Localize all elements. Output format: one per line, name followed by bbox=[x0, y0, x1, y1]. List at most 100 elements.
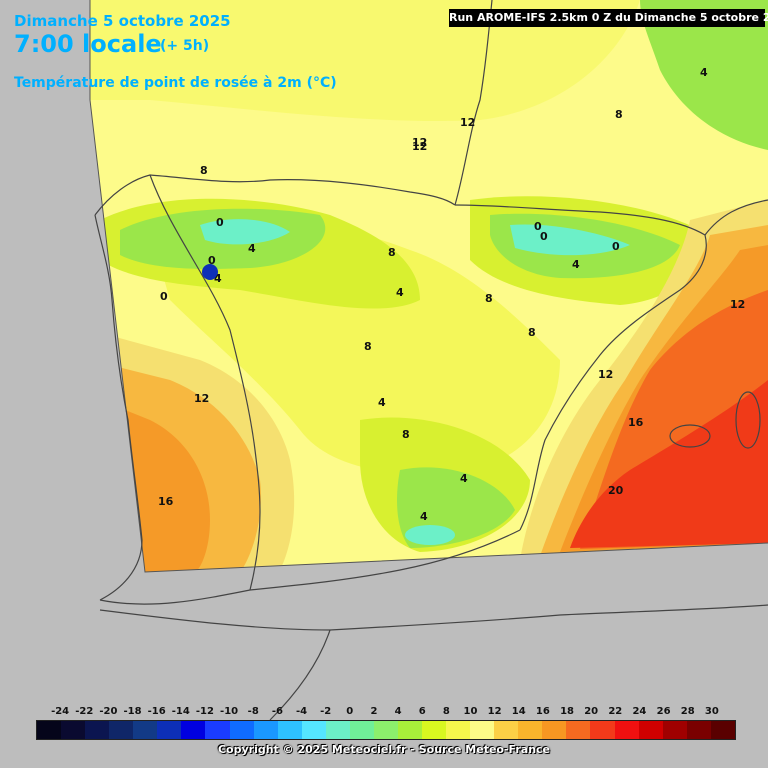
legend-swatch bbox=[422, 721, 447, 739]
legend-tick-label: 18 bbox=[560, 706, 574, 717]
legend-swatch bbox=[638, 721, 663, 739]
island-mallorca bbox=[669, 424, 711, 448]
contour-label: 0 bbox=[534, 220, 542, 233]
legend-swatch bbox=[37, 721, 62, 739]
field-8-10-north bbox=[90, 0, 640, 121]
legend-tick-label: -10 bbox=[220, 706, 239, 717]
contour-label: 8 bbox=[200, 164, 208, 177]
legend-tick-label: 0 bbox=[346, 706, 354, 717]
contour-label: 8 bbox=[485, 292, 493, 305]
forecast-offset: (+ 5h) bbox=[160, 38, 210, 54]
borders bbox=[94, 0, 768, 721]
legend-tick-label: -22 bbox=[75, 706, 94, 717]
legend-tick-label: -12 bbox=[195, 706, 214, 717]
legend-tick-label: 28 bbox=[680, 706, 695, 717]
forecast-time: 7:00 locale bbox=[14, 30, 162, 58]
legend-tick-label: -14 bbox=[171, 706, 190, 717]
field-0-2-nw bbox=[200, 219, 290, 245]
legend-tick-label: 26 bbox=[656, 706, 671, 717]
legend-tick-label: 24 bbox=[632, 706, 647, 717]
coastline-spain-east bbox=[519, 234, 707, 531]
border-morocco-algeria bbox=[269, 629, 331, 721]
contour-label: 4 bbox=[378, 396, 386, 409]
contour-label: 20 bbox=[608, 484, 624, 497]
contour-label: 12 bbox=[412, 136, 427, 149]
contour-label: 0 bbox=[208, 254, 216, 267]
legend-swatch bbox=[542, 721, 567, 739]
contour-label: 4 bbox=[572, 258, 580, 271]
field-cold-spot bbox=[202, 264, 218, 280]
contour-label: 4 bbox=[420, 510, 428, 523]
legend-swatch bbox=[494, 721, 519, 739]
contour-label: 12 bbox=[194, 392, 209, 405]
legend-tick-label: 4 bbox=[394, 706, 402, 717]
legend-tick-label: 6 bbox=[418, 706, 426, 717]
island-sardinia bbox=[735, 391, 761, 449]
contour-label: 4 bbox=[460, 472, 468, 485]
coastline-france-south bbox=[704, 199, 768, 236]
legend-swatch bbox=[710, 721, 735, 739]
legend-swatch bbox=[446, 721, 471, 739]
legend-swatch bbox=[349, 721, 374, 739]
contour-label: 16 bbox=[628, 416, 644, 429]
contour-label: 4 bbox=[700, 66, 708, 79]
contour-label: 4 bbox=[214, 272, 222, 285]
legend-swatch bbox=[85, 721, 110, 739]
legend-color-bar bbox=[36, 720, 736, 740]
contour-label: 12 bbox=[460, 116, 475, 129]
legend-tick-label: -18 bbox=[123, 706, 142, 717]
legend-swatch bbox=[686, 721, 711, 739]
legend-tick-label: 14 bbox=[511, 706, 526, 717]
contour-label: 8 bbox=[388, 246, 396, 259]
legend-swatch bbox=[109, 721, 134, 739]
contour-label: 0 bbox=[540, 230, 548, 243]
legend-swatch bbox=[157, 721, 182, 739]
field-0-2-ne bbox=[510, 224, 630, 256]
legend-tick-label: -2 bbox=[320, 706, 332, 717]
legend-swatch bbox=[253, 721, 278, 739]
legend-tick-label: 20 bbox=[584, 706, 599, 717]
legend-tick-label: 16 bbox=[535, 706, 550, 717]
contour-label: 8 bbox=[528, 326, 536, 339]
parameter-title: Température de point de rosée à 2m (°C) bbox=[14, 75, 337, 91]
legend-tick-label: 2 bbox=[370, 706, 378, 717]
copyright-notice: Copyright © 2025 Meteociel.fr - Source M… bbox=[217, 743, 551, 756]
contour-label: 8 bbox=[402, 428, 410, 441]
coastline-spain-south bbox=[99, 529, 521, 605]
legend-swatch bbox=[662, 721, 687, 739]
legend-swatch bbox=[518, 721, 543, 739]
legend-tick-label: -20 bbox=[99, 706, 118, 717]
contour-label: 4 bbox=[396, 286, 404, 299]
legend-tick-label: -8 bbox=[247, 706, 259, 717]
contour-label: 0 bbox=[612, 240, 620, 253]
legend-swatch bbox=[229, 721, 254, 739]
contour-label: 12 bbox=[730, 298, 745, 311]
field-20-22-east bbox=[570, 380, 768, 548]
border-france-spain bbox=[454, 204, 706, 236]
contour-label: 8 bbox=[615, 108, 623, 121]
run-banner: Run AROME-IFS 2.5km 0 Z du Dimanche 5 oc… bbox=[449, 9, 768, 27]
legend-swatch bbox=[277, 721, 302, 739]
field-4-6-alps bbox=[640, 0, 768, 150]
contour-label: 12 bbox=[412, 140, 427, 153]
legend-swatch bbox=[470, 721, 495, 739]
contour-label: 8 bbox=[364, 340, 372, 353]
legend-tick-label: 12 bbox=[487, 706, 502, 717]
contour-label: 0 bbox=[216, 216, 224, 229]
coastline-iberia-north bbox=[94, 174, 456, 216]
legend-tick-label: 8 bbox=[442, 706, 450, 717]
contour-label: 16 bbox=[158, 495, 174, 508]
legend-tick-label: 22 bbox=[608, 706, 623, 717]
legend-swatch bbox=[397, 721, 422, 739]
legend-tick-label: -4 bbox=[295, 706, 308, 717]
contour-label: 12 bbox=[598, 368, 613, 381]
legend-swatch bbox=[301, 721, 326, 739]
legend-swatch bbox=[373, 721, 398, 739]
legend-swatch bbox=[614, 721, 639, 739]
legend-labels: -24 -22 -20 -18 -16 -14 -12 -10 -8 -6 -4 -2 0 2 4 6 8 10 1… bbox=[36, 706, 736, 720]
border-portugal-spain bbox=[149, 174, 261, 591]
contour-label: 0 bbox=[160, 290, 168, 303]
legend-swatch bbox=[61, 721, 86, 739]
model-domain-edge bbox=[89, 0, 768, 573]
